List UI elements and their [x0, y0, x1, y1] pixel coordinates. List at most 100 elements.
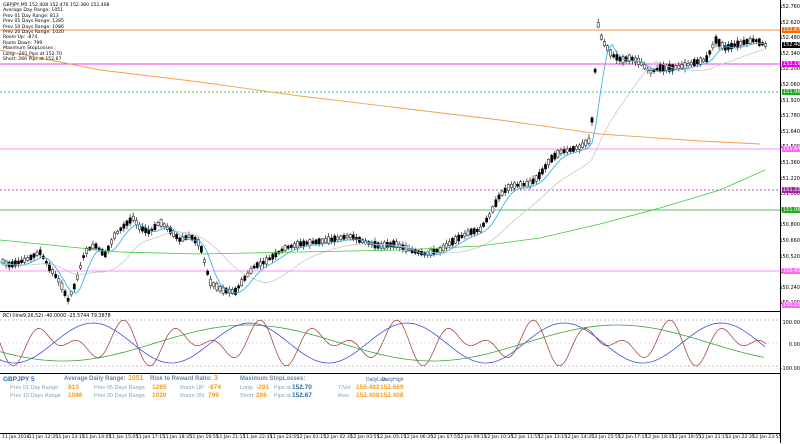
price-level-tag: 151.222	[782, 187, 800, 193]
time-tick-label: 12 Jan 21:15	[699, 435, 728, 440]
candle-body	[300, 242, 302, 246]
candle-body	[681, 64, 683, 68]
candle-body	[526, 181, 528, 187]
candle-body	[52, 270, 54, 274]
candle-body	[145, 228, 147, 233]
candle-body	[281, 249, 283, 251]
time-tick-label: 11 Jan 2018	[2, 435, 30, 440]
candle-body	[495, 200, 497, 207]
price-tick-label: 150.660	[779, 238, 800, 244]
rci-canvas[interactable]	[0, 312, 780, 373]
candle-body	[482, 223, 484, 226]
candle-body	[120, 228, 122, 231]
msl-long-pips-label: Pips at	[274, 385, 291, 391]
candle-body	[678, 65, 680, 68]
candle-body	[684, 63, 686, 69]
rci-indicator-pane[interactable]	[0, 312, 780, 374]
candle-body	[107, 246, 109, 250]
candle-body	[95, 244, 97, 248]
candle-body	[507, 185, 509, 191]
price-tick-label: 151.360	[779, 160, 800, 166]
rci-tick-label: -100.00	[781, 366, 800, 372]
tvol-label: T/Vol	[338, 385, 351, 391]
candle-body	[603, 41, 605, 45]
candle-body	[73, 284, 75, 289]
candle-body	[489, 214, 491, 217]
candle-body	[61, 283, 63, 290]
price-chart[interactable]: GBPJPY,M5 152.408 152.476 152.380 152.40…	[0, 0, 780, 312]
msl-title: Maximum StopLosses:	[240, 376, 305, 382]
candle-body	[207, 271, 209, 274]
candle-body	[541, 169, 543, 174]
candle-body	[234, 288, 236, 294]
candle-body	[523, 183, 525, 186]
candle-body	[718, 39, 720, 46]
candle-body	[752, 39, 754, 42]
candle-body	[114, 233, 116, 239]
time-tick-label: 12 Jan 01:15	[297, 435, 326, 440]
candle-body	[433, 249, 435, 254]
candle-body	[554, 153, 556, 159]
candle-body	[560, 150, 562, 153]
candle-body	[476, 229, 478, 232]
candle-body	[117, 231, 119, 233]
candle-body	[33, 254, 35, 258]
candle-body	[737, 41, 739, 48]
time-tick-label: 12 Jan 09:15	[458, 435, 487, 440]
time-tick-label: 12 Jan 23:55	[752, 435, 781, 440]
candle-body	[83, 256, 85, 258]
candle-body	[659, 65, 661, 71]
candle-body	[613, 55, 615, 58]
candle-body	[693, 59, 695, 65]
candle-body	[706, 56, 708, 62]
candle-body	[520, 182, 522, 188]
candle-body	[501, 191, 503, 195]
candle-body	[566, 149, 568, 152]
time-tick-label: 12 Jan 17:15	[618, 435, 647, 440]
time-tick-label: 12 Jan 02:35	[324, 435, 353, 440]
rew-high: 152.408	[380, 392, 404, 399]
time-tick-label: 12 Jan 15:55	[592, 435, 621, 440]
price-tick-label: 152.760	[779, 4, 800, 10]
candle-body	[464, 233, 466, 236]
candle-body	[619, 57, 621, 61]
info-line: Short: 266 Pips at 152.67	[3, 57, 109, 62]
candle-body	[269, 258, 271, 260]
candle-body	[2, 259, 4, 263]
price-tick-label: 152.200	[779, 66, 800, 72]
time-tick-label: 11 Jan 18:35	[163, 435, 192, 440]
candle-body	[284, 246, 286, 251]
time-tick-label: 11 Jan 23:55	[270, 435, 299, 440]
candle-body	[383, 242, 385, 249]
candle-body	[650, 70, 652, 73]
adr-row-value: 1285	[152, 384, 166, 391]
candle-body	[219, 286, 221, 291]
candle-body	[203, 260, 205, 263]
candle-body	[126, 221, 128, 226]
candle-body	[256, 263, 258, 268]
candle-body	[498, 195, 500, 199]
candle-body	[436, 249, 438, 252]
candle-body	[306, 242, 308, 245]
price-tick-label: 150.520	[779, 254, 800, 260]
candle-body	[631, 57, 633, 61]
time-tick-label: 12 Jan 10:35	[484, 435, 513, 440]
candle-body	[318, 239, 320, 245]
candle-body	[551, 155, 553, 162]
time-tick-label: 11 Jan 19:55	[190, 435, 219, 440]
time-tick-label: 12 Jan 03:55	[350, 435, 379, 440]
candle-body	[644, 65, 646, 69]
room-up-label: Room UP	[180, 385, 204, 391]
price-chart-canvas[interactable]	[0, 0, 780, 311]
candle-body	[176, 234, 178, 238]
candle-body	[544, 165, 546, 169]
candle-body	[154, 224, 156, 229]
candle-body	[138, 225, 140, 230]
candle-body	[535, 176, 537, 182]
candle-body	[36, 252, 38, 255]
candle-body	[458, 235, 460, 241]
candle-body	[743, 40, 745, 45]
candle-body	[538, 172, 540, 179]
